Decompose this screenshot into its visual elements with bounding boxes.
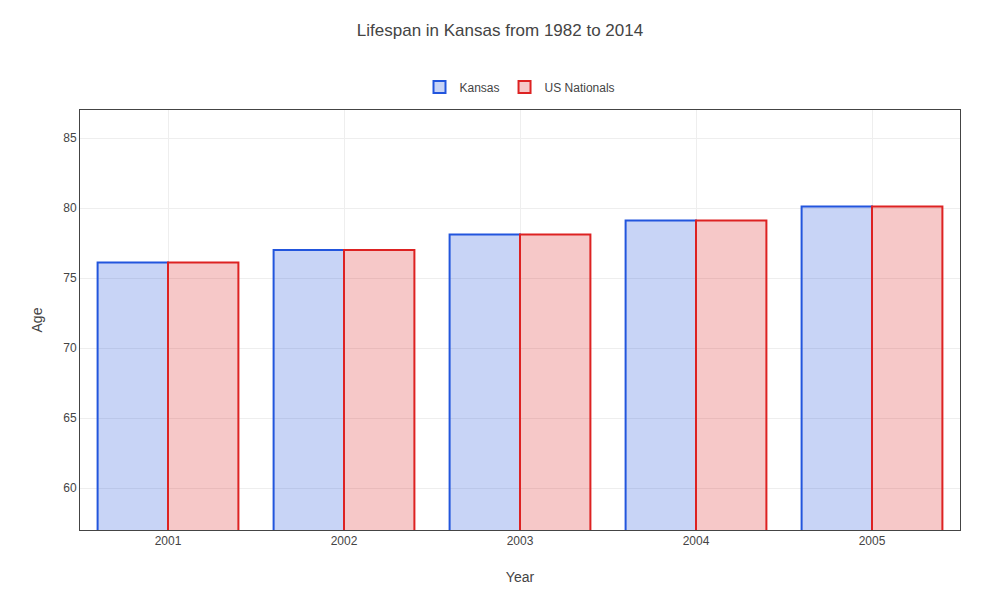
- svg-text:Age: Age: [29, 307, 45, 332]
- svg-text:US Nationals: US Nationals: [545, 81, 615, 95]
- svg-text:Lifespan in Kansas from 1982 t: Lifespan in Kansas from 1982 to 2014: [357, 21, 643, 40]
- svg-text:Year: Year: [506, 569, 535, 585]
- svg-text:75: 75: [63, 271, 77, 285]
- svg-text:85: 85: [63, 131, 77, 145]
- svg-text:70: 70: [63, 341, 77, 355]
- svg-text:2003: 2003: [507, 534, 534, 548]
- svg-text:Kansas: Kansas: [460, 81, 500, 95]
- svg-text:2002: 2002: [331, 534, 358, 548]
- svg-text:2001: 2001: [155, 534, 182, 548]
- svg-text:2004: 2004: [683, 534, 710, 548]
- svg-text:2005: 2005: [859, 534, 886, 548]
- svg-text:80: 80: [63, 201, 77, 215]
- svg-text:60: 60: [63, 481, 77, 495]
- svg-text:65: 65: [63, 411, 77, 425]
